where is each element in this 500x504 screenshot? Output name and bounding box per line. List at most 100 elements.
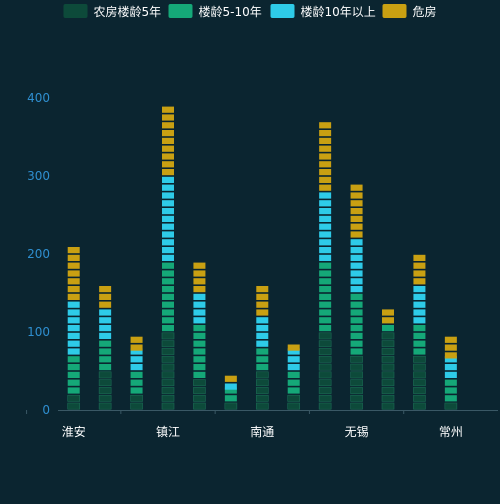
bar-segment[interactable] — [381, 332, 395, 410]
bar-block — [413, 387, 426, 394]
bar-segment[interactable] — [382, 309, 394, 324]
bar-block — [255, 394, 269, 402]
bar-segment[interactable] — [193, 379, 206, 410]
bar-segment[interactable] — [193, 293, 206, 324]
bar-segment[interactable] — [382, 325, 394, 332]
bar-block — [413, 355, 426, 363]
bar-segment[interactable] — [224, 387, 237, 402]
bar-block — [413, 363, 426, 371]
bar-segment[interactable] — [318, 332, 332, 410]
bar-stack[interactable] — [350, 184, 363, 410]
bar-segment[interactable] — [319, 262, 332, 332]
bar-segment[interactable] — [193, 325, 206, 378]
bar-segment[interactable] — [444, 402, 458, 410]
bar-segment[interactable] — [444, 379, 457, 402]
bar-segment[interactable] — [67, 247, 80, 300]
bar-segment[interactable] — [98, 371, 112, 410]
bar-segment[interactable] — [193, 262, 206, 293]
bar-segment[interactable] — [67, 356, 80, 394]
bar-block — [162, 130, 174, 137]
bar-block — [256, 332, 269, 339]
bar-stack[interactable] — [318, 122, 332, 410]
legend-item[interactable]: 楼龄5-10年 — [168, 4, 262, 19]
bar-stack[interactable] — [224, 375, 238, 410]
bar-segment[interactable] — [255, 371, 269, 410]
bar-stack[interactable] — [193, 262, 206, 410]
bar-stack[interactable] — [381, 309, 395, 410]
bar-stack[interactable] — [67, 247, 81, 410]
bar-block — [67, 340, 80, 347]
bar-segment[interactable] — [350, 184, 363, 238]
bar-segment[interactable] — [350, 239, 363, 293]
bar-segment[interactable] — [130, 371, 143, 394]
bar-block — [350, 184, 363, 191]
bar-segment[interactable] — [67, 394, 81, 410]
bar-segment[interactable] — [444, 356, 457, 378]
bar-block — [413, 348, 426, 355]
bar-block — [161, 340, 175, 348]
bar-block — [287, 356, 300, 363]
bar-segment[interactable] — [413, 355, 426, 410]
bar-segment[interactable] — [319, 122, 332, 191]
bar-block — [224, 383, 237, 390]
bar-segment[interactable] — [287, 394, 301, 410]
bar-block — [256, 309, 269, 316]
bar-segment[interactable] — [256, 317, 269, 347]
bar-block — [98, 387, 112, 394]
bar-segment[interactable] — [99, 309, 112, 339]
bar-segment[interactable] — [224, 383, 237, 390]
bar-block — [444, 344, 457, 351]
bar-segment[interactable] — [67, 301, 80, 355]
bar-stack[interactable] — [444, 336, 458, 410]
bar-segment[interactable] — [161, 332, 175, 410]
bar-segment[interactable] — [287, 348, 300, 371]
bar-block — [350, 363, 363, 371]
legend-item[interactable]: 楼龄10年以上 — [270, 4, 376, 19]
bar-block — [413, 301, 426, 308]
bar-stack[interactable] — [130, 336, 143, 410]
bar-block — [319, 192, 332, 199]
bar-stack[interactable] — [255, 286, 269, 410]
bar-segment[interactable] — [130, 336, 143, 351]
bar-stack[interactable] — [413, 254, 426, 410]
legend-label: 楼龄10年以上 — [301, 4, 376, 19]
bar-segment[interactable] — [287, 371, 300, 394]
bar-segment[interactable] — [162, 106, 174, 176]
bar-segment[interactable] — [413, 286, 426, 324]
bar-block — [162, 301, 174, 308]
bar-block — [130, 348, 143, 355]
legend[interactable]: 农房楼龄5年 楼龄5-10年 楼龄10年以上 危房 — [63, 4, 437, 19]
bar-segment[interactable] — [224, 375, 237, 382]
bar-block — [318, 402, 332, 410]
bar-block — [130, 371, 143, 378]
bar-stack[interactable] — [161, 106, 175, 410]
bar-segment[interactable] — [99, 340, 112, 371]
bar-block — [67, 402, 81, 410]
bar-segment[interactable] — [224, 402, 238, 410]
bar-segment[interactable] — [256, 286, 269, 316]
bar-segment[interactable] — [413, 254, 426, 285]
bar-segment[interactable] — [162, 262, 174, 332]
bar-segment[interactable] — [287, 344, 300, 351]
bar-block — [67, 332, 80, 339]
legend-item[interactable]: 危房 — [382, 4, 437, 19]
bar-segment[interactable] — [350, 293, 363, 355]
bar-segment[interactable] — [444, 336, 457, 359]
bar-segment[interactable] — [256, 348, 269, 371]
bar-stack[interactable] — [98, 286, 112, 410]
bar-segment[interactable] — [130, 394, 143, 410]
bar-stack[interactable] — [287, 344, 301, 410]
bar-block — [319, 247, 332, 254]
x-tick-label: 镇江 — [156, 425, 180, 439]
bar-segment[interactable] — [350, 355, 363, 410]
bar-block — [413, 317, 426, 324]
bar-segment[interactable] — [413, 325, 426, 355]
bar-segment[interactable] — [130, 348, 143, 371]
bar-segment[interactable] — [162, 176, 174, 261]
legend-item[interactable]: 农房楼龄5年 — [63, 4, 162, 19]
bar-segment[interactable] — [319, 192, 332, 261]
legend-label: 楼龄5-10年 — [199, 4, 262, 19]
bar-segment[interactable] — [99, 286, 112, 308]
bar-block — [161, 363, 175, 371]
